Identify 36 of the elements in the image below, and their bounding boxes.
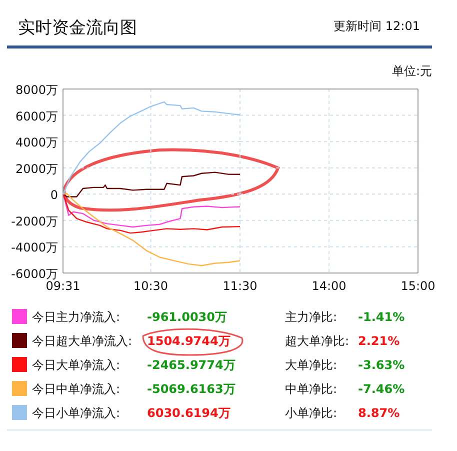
y-tick-label: 6000万 <box>15 109 58 124</box>
legend-label: 今日小单净流入: <box>32 406 120 420</box>
chart-title: 实时资金流向图 <box>18 18 137 38</box>
y-tick-label: -6000万 <box>11 267 58 281</box>
text: 中单净比: <box>285 382 338 396</box>
legend-label: 今日主力净流入: <box>32 310 120 324</box>
y-tick-label: -4000万 <box>11 240 58 255</box>
text: -1.41% <box>358 310 405 324</box>
legend-label: 今日大单净流入: <box>32 358 120 372</box>
text: 8.87% <box>358 406 400 420</box>
text: -961.0030万 <box>147 310 227 324</box>
text: 超大单净比: <box>285 334 350 348</box>
text: 2.21% <box>358 334 400 348</box>
text: 小单净比: <box>285 406 338 420</box>
y-tick-label: 0 <box>50 188 58 202</box>
y-tick-label: -2000万 <box>11 214 58 228</box>
text: 单位:元 <box>392 64 432 78</box>
legend-label: 今日超大单净流入: <box>32 334 132 348</box>
x-tick-label: 15:00 <box>400 279 436 293</box>
y-tick-label: 2000万 <box>15 162 58 176</box>
text: 1504.9744万 <box>147 334 230 348</box>
x-tick-label: 11:30 <box>222 279 258 293</box>
text: -5069.6163万 <box>147 382 236 396</box>
x-tick-label: 09:31 <box>46 279 80 293</box>
y-tick-label: 4000万 <box>15 136 58 150</box>
text: 主力净比: <box>285 310 338 324</box>
legend-label: 今日中单净流入: <box>32 382 120 396</box>
text: 更新时间 12:01 <box>334 19 420 33</box>
text: 大单净比: <box>285 358 338 372</box>
y-tick-label: 8000万 <box>15 83 58 97</box>
text: 6030.6194万 <box>147 406 230 420</box>
text: -3.63% <box>358 358 405 372</box>
x-tick-label: 14:00 <box>312 279 346 293</box>
text: -2465.9774万 <box>147 358 236 372</box>
text: -7.46% <box>358 382 405 396</box>
x-tick-label: 10:30 <box>133 279 168 293</box>
